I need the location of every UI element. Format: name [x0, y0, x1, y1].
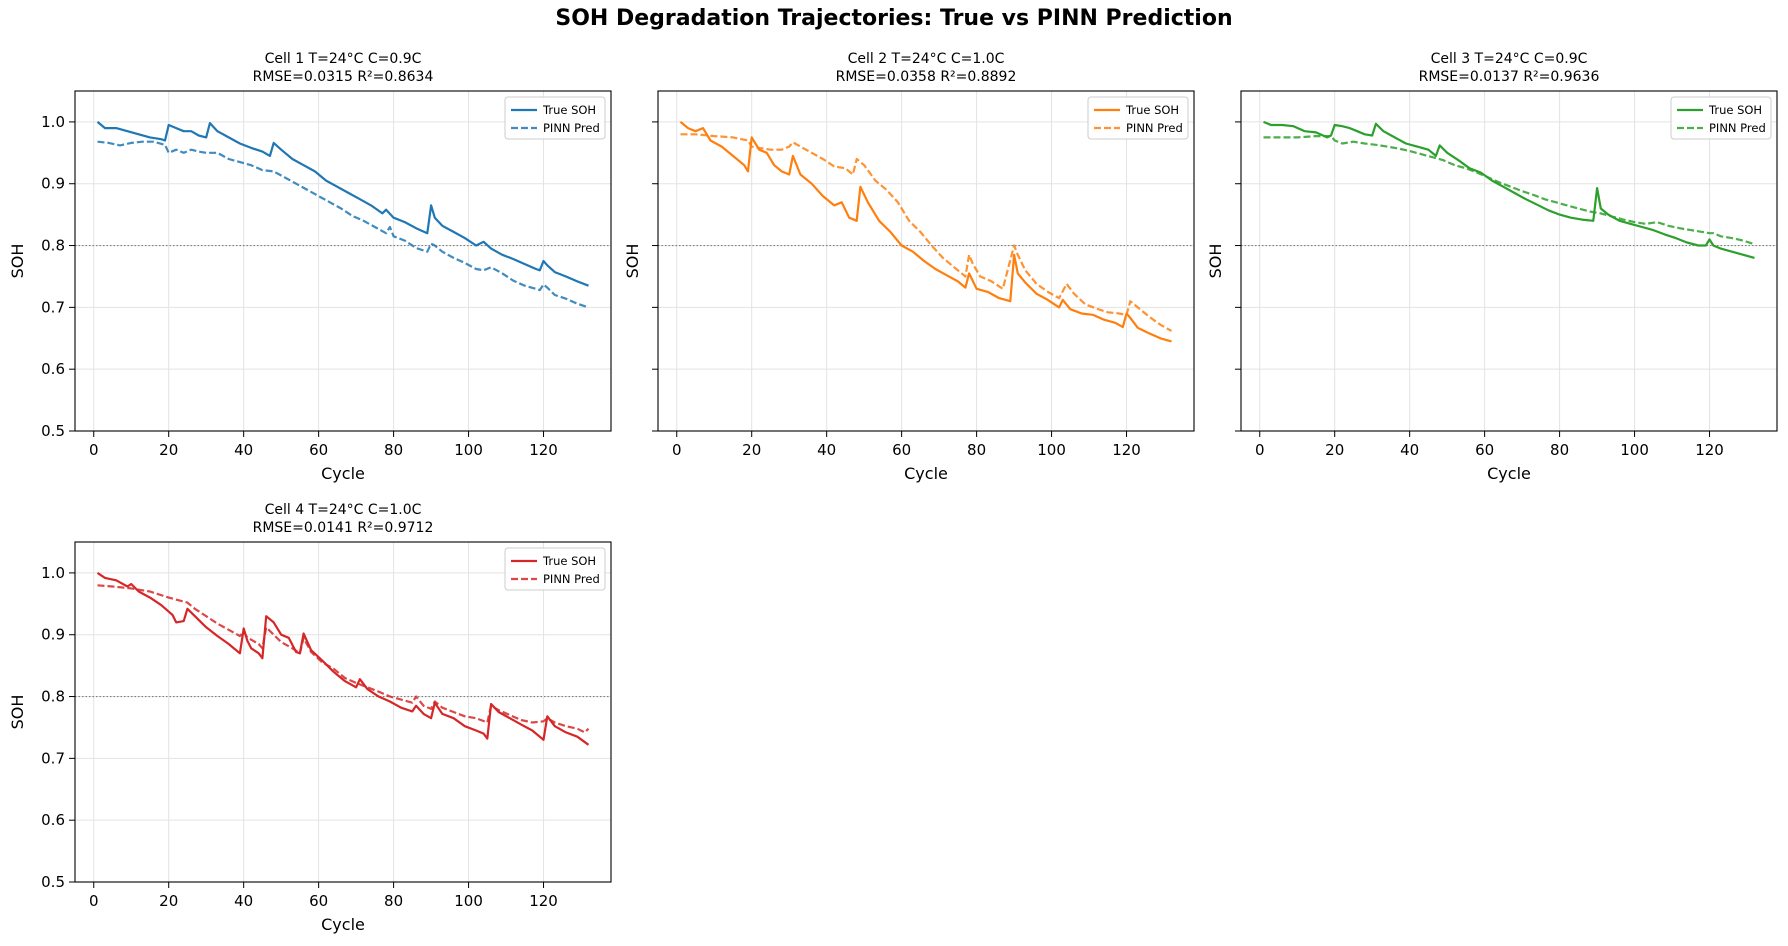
x-tick-label: 80	[384, 892, 403, 910]
subplot-title: Cell 2 T=24°C C=1.0C	[848, 51, 1005, 67]
subplot-metrics: RMSE=0.0141 R²=0.9712	[253, 520, 434, 536]
y-tick-label: 0.7	[41, 298, 65, 316]
series-line-pinn-pred	[1263, 135, 1755, 246]
x-tick-label: 0	[1255, 441, 1265, 459]
x-tick-label: 20	[1325, 441, 1344, 459]
y-tick-label: 0.8	[41, 688, 65, 706]
subplot-cell-4: 0 20 40 60 80 100 120 0.5 0.6 0.7 0.8 0.9 1.0 Cycle SO…	[8, 502, 612, 934]
legend-label-pinn-pred: PINN Pred	[1709, 121, 1766, 135]
x-tick-label: 80	[1550, 441, 1569, 459]
x-tick-label: 40	[1400, 441, 1419, 459]
legend-label-true-soh: True SOH	[542, 103, 596, 117]
y-tick-label: 1.0	[41, 564, 65, 582]
subplot-cell-3: 0 20 40 60 80 100 120 Cycle SOH Cell 3 T=24°C C=0…	[1206, 51, 1778, 483]
axes-frame	[657, 90, 1195, 432]
subplot-cell-2: 0 20 40 60 80 100 120 Cycle SOH Cell 2 T=24°C C=1…	[623, 51, 1195, 483]
x-tick-label: 20	[159, 441, 178, 459]
axes-frame	[1240, 90, 1778, 432]
y-tick-label: 0.6	[41, 360, 65, 378]
x-tick-label: 40	[817, 441, 836, 459]
legend-label-pinn-pred: PINN Pred	[543, 572, 600, 586]
legend: True SOH PINN Pred	[1670, 96, 1772, 140]
series-line-pinn-pred	[97, 584, 590, 734]
x-tick-label: 60	[1475, 441, 1494, 459]
subplot-title: Cell 3 T=24°C C=0.9C	[1431, 51, 1588, 67]
subplot-metrics: RMSE=0.0315 R²=0.8634	[253, 69, 434, 85]
x-tick-label: 80	[967, 441, 986, 459]
x-tick-label: 120	[529, 892, 558, 910]
x-tick-label: 120	[1695, 441, 1724, 459]
legend-box	[504, 547, 606, 591]
x-tick-label: 0	[89, 441, 99, 459]
y-axis-label: SOH	[8, 695, 27, 730]
series-line-true-soh	[96, 121, 589, 287]
series-line-true-soh	[679, 121, 1172, 343]
series-line-pinn-pred	[97, 140, 589, 309]
x-tick-label: 100	[454, 441, 483, 459]
legend-box	[1670, 96, 1772, 140]
subplot-cell-1: 0 20 40 60 80 100 120 0.5 0.6 0.7 0.8 0.9 1.0 Cycle SO…	[8, 51, 612, 483]
subplot-metrics: RMSE=0.0358 R²=0.8892	[836, 69, 1017, 85]
y-axis-label: SOH	[8, 244, 27, 279]
legend: True SOH PINN Pred	[504, 547, 606, 591]
x-tick-label: 60	[892, 441, 911, 459]
x-tick-label: 100	[1620, 441, 1649, 459]
subplot-title: Cell 4 T=24°C C=1.0C	[265, 502, 422, 518]
legend-label-pinn-pred: PINN Pred	[543, 121, 600, 135]
x-tick-label: 40	[234, 892, 253, 910]
y-tick-label: 0.9	[41, 626, 65, 644]
x-axis-label: Cycle	[321, 915, 365, 934]
series-line-true-soh	[96, 571, 590, 746]
series-line-true-soh	[1263, 120, 1755, 259]
x-tick-label: 120	[529, 441, 558, 459]
x-tick-label: 20	[742, 441, 761, 459]
x-tick-label: 60	[309, 892, 328, 910]
y-tick-label: 0.7	[41, 749, 65, 767]
subplot-metrics: RMSE=0.0137 R²=0.9636	[1419, 69, 1600, 85]
x-axis-label: Cycle	[321, 464, 365, 483]
x-tick-label: 0	[672, 441, 682, 459]
x-tick-label: 80	[384, 441, 403, 459]
y-tick-label: 0.5	[41, 873, 65, 891]
x-tick-label: 20	[159, 892, 178, 910]
axes-frame	[74, 541, 612, 883]
legend-label-true-soh: True SOH	[1708, 103, 1762, 117]
y-tick-label: 0.9	[41, 175, 65, 193]
y-axis-label: SOH	[623, 244, 642, 279]
x-tick-label: 40	[234, 441, 253, 459]
legend-label-true-soh: True SOH	[542, 554, 596, 568]
series-line-pinn-pred	[680, 133, 1173, 332]
x-tick-label: 60	[309, 441, 328, 459]
subplot-title: Cell 1 T=24°C C=0.9C	[265, 51, 422, 67]
x-axis-label: Cycle	[1487, 464, 1531, 483]
x-tick-label: 100	[454, 892, 483, 910]
legend-label-true-soh: True SOH	[1125, 103, 1179, 117]
figure-title: SOH Degradation Trajectories: True vs PI…	[555, 6, 1233, 31]
legend-box	[504, 96, 606, 140]
x-tick-label: 0	[89, 892, 99, 910]
x-axis-label: Cycle	[904, 464, 948, 483]
y-axis-label: SOH	[1206, 244, 1225, 279]
y-tick-label: 0.6	[41, 811, 65, 829]
x-tick-label: 100	[1037, 441, 1066, 459]
y-tick-label: 0.8	[41, 237, 65, 255]
legend-box	[1087, 96, 1189, 140]
axes-frame	[74, 90, 612, 432]
legend: True SOH PINN Pred	[504, 96, 606, 140]
legend: True SOH PINN Pred	[1087, 96, 1189, 140]
y-tick-label: 0.5	[41, 422, 65, 440]
x-tick-label: 120	[1112, 441, 1141, 459]
y-tick-label: 1.0	[41, 113, 65, 131]
legend-label-pinn-pred: PINN Pred	[1126, 121, 1183, 135]
